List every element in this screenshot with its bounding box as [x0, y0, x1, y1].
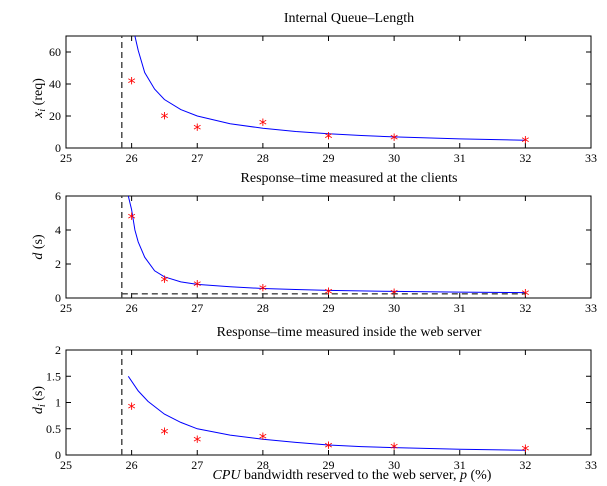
panel-1-title: Internal Queue–Length [284, 11, 414, 26]
panel-1-ylabel-sub: i [37, 109, 48, 112]
panel-2-axes-frame [65, 195, 592, 299]
y-tick-label: 0 [55, 448, 61, 462]
x-tick-label: 26 [126, 458, 138, 472]
x-tick-label: 25 [60, 151, 72, 165]
data-point-marker: * [325, 129, 333, 148]
x-axis-label-p: p [459, 468, 467, 483]
x-tick-label: 30 [388, 458, 400, 472]
x-tick-label: 33 [585, 301, 597, 315]
panel-3-ylabel-symbol: d [31, 406, 46, 414]
y-tick-label: 6 [55, 189, 61, 203]
x-tick-label: 29 [323, 458, 335, 472]
x-tick-label: 30 [388, 151, 400, 165]
x-tick-label: 25 [60, 458, 72, 472]
data-point-marker: * [259, 115, 267, 134]
x-tick-label: 33 [585, 151, 597, 165]
panel-2-ylabel-symbol: d [31, 252, 46, 260]
panel-1-ylabel-unit: (req) [31, 78, 46, 109]
x-tick-label: 27 [191, 301, 203, 315]
panel-2-title: Response–time measured at the clients [241, 171, 458, 186]
x-tick-label: 27 [191, 458, 203, 472]
x-tick-label: 26 [126, 301, 138, 315]
x-axis-label-cpu: CPU [213, 468, 242, 483]
x-tick-label: 33 [585, 458, 597, 472]
data-point-marker: * [521, 286, 529, 305]
data-point-marker: * [521, 133, 529, 152]
model-curve [127, 196, 526, 294]
x-tick-label: 32 [519, 458, 531, 472]
data-point-marker: * [128, 399, 136, 418]
panel-3-ylabel-unit: (s) [31, 386, 46, 405]
y-tick-label: 40 [49, 77, 61, 91]
data-point-marker: * [160, 272, 168, 291]
y-tick-label: 20 [49, 109, 61, 123]
data-point-marker: * [325, 284, 333, 303]
panel-3-ylabel: di (s) [31, 386, 48, 414]
panel-1-ylabel-symbol: x [31, 111, 46, 119]
x-tick-label: 31 [454, 151, 466, 165]
x-tick-label: 31 [454, 458, 466, 472]
x-tick-label: 32 [519, 151, 531, 165]
y-tick-label: 0.5 [46, 422, 61, 436]
panel-2-ylabel-unit: (s) [31, 234, 46, 253]
data-point-marker: * [193, 432, 201, 451]
data-point-marker: * [521, 441, 529, 460]
model-curve [134, 36, 526, 141]
y-tick-label: 0 [55, 291, 61, 305]
y-tick-label: 2 [55, 257, 61, 271]
y-tick-label: 1 [55, 396, 61, 410]
x-tick-label: 29 [323, 301, 335, 315]
x-axis-label-middle: bandwidth reserved to the web server, [241, 468, 460, 483]
data-point-marker: * [390, 439, 398, 458]
panel-server-response-time: 25 26 27 28 29 30 31 32 33 0 0.5 1 1.5 2 * * * * * * * [46, 343, 597, 472]
x-tick-label: 32 [519, 301, 531, 315]
x-tick-label: 29 [323, 151, 335, 165]
y-tick-label: 2 [55, 343, 61, 357]
x-tick-label: 25 [60, 301, 72, 315]
x-tick-label: 27 [191, 151, 203, 165]
data-point-marker: * [128, 209, 136, 228]
panel-queue-length: 25 26 27 28 29 30 31 32 33 0 20 40 60 * * * * * * * [49, 35, 597, 165]
y-tick-label: 1.5 [46, 369, 61, 383]
x-tick-label: 28 [257, 151, 269, 165]
x-tick-label: 28 [257, 458, 269, 472]
panel-3-ylabel-sub: i [37, 404, 48, 407]
data-point-marker: * [193, 276, 201, 295]
x-tick-label: 30 [388, 301, 400, 315]
y-tick-label: 60 [49, 45, 61, 59]
data-point-marker: * [390, 130, 398, 149]
data-point-marker: * [259, 429, 267, 448]
panel-3-title: Response–time measured inside the web se… [217, 325, 482, 340]
data-point-marker: * [128, 73, 136, 92]
x-axis-label-unit: (%) [467, 468, 492, 483]
data-point-marker: * [259, 281, 267, 300]
data-point-marker: * [160, 424, 168, 443]
x-axis-label: CPU bandwidth reserved to the web server… [213, 468, 492, 483]
data-point-marker: * [193, 120, 201, 139]
data-point-marker: * [160, 109, 168, 128]
data-point-marker: * [325, 438, 333, 457]
panel-2-ylabel: d (s) [31, 234, 46, 260]
x-tick-label: 31 [454, 301, 466, 315]
y-tick-label: 4 [55, 223, 61, 237]
x-tick-label: 28 [257, 301, 269, 315]
x-tick-label: 26 [126, 151, 138, 165]
panel-1-ylabel: xi (req) [31, 78, 48, 119]
model-curve [127, 376, 526, 451]
y-tick-label: 0 [55, 141, 61, 155]
